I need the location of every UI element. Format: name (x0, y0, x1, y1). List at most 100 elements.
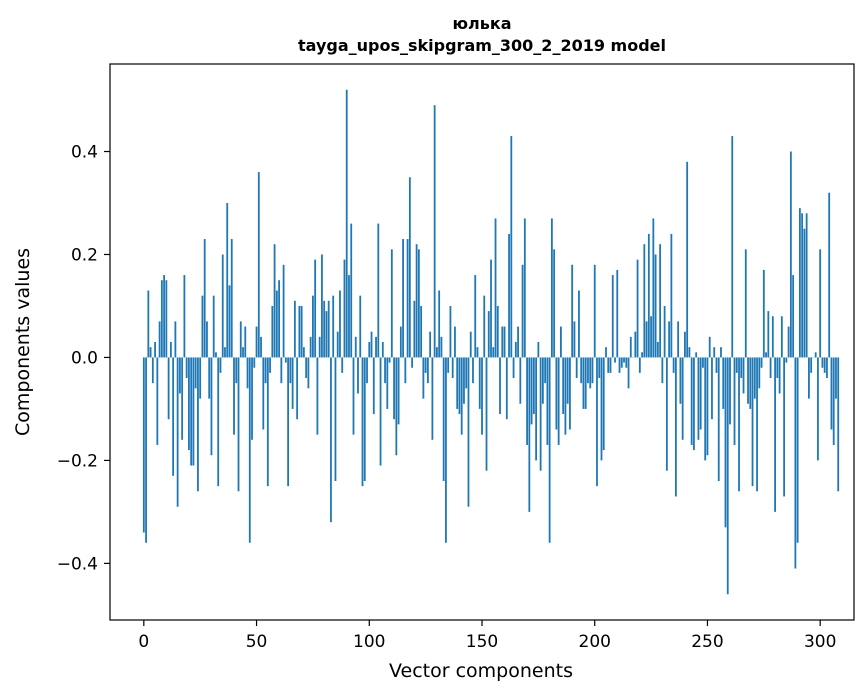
bar (393, 357, 395, 420)
bar (370, 331, 373, 358)
bar (623, 357, 625, 363)
bar (659, 244, 662, 358)
bar (460, 357, 463, 435)
x-tick-label: 100 (353, 632, 385, 652)
bar (192, 357, 195, 466)
bar (359, 295, 362, 358)
bar-series (142, 89, 840, 595)
chart-title-line1: юлька (452, 14, 511, 33)
bar (566, 357, 569, 404)
bar (260, 336, 262, 358)
bar (769, 357, 772, 379)
bar (203, 239, 206, 358)
bar (465, 357, 468, 389)
bar (451, 357, 454, 379)
bar (156, 357, 159, 445)
bar (681, 357, 684, 440)
bar (828, 192, 831, 358)
bar (801, 213, 804, 358)
bar (399, 326, 402, 358)
bar (695, 352, 698, 358)
bar (512, 357, 515, 379)
bar (233, 357, 235, 435)
axis-ticks: 0 50 100 150 200 250 300 −0.4 −0.2 0.0 0.2 0.4 (57, 143, 837, 652)
bar (535, 357, 538, 461)
bar (210, 357, 213, 456)
bar (726, 357, 729, 595)
bar (339, 290, 341, 358)
bar (638, 357, 641, 373)
bar (747, 357, 749, 404)
bar (289, 357, 292, 384)
x-axis-label: Vector components (389, 660, 573, 682)
bar (530, 357, 533, 425)
bar (665, 357, 668, 471)
bar (539, 357, 542, 471)
bar (312, 295, 314, 358)
bar (629, 336, 632, 358)
bar (756, 357, 758, 492)
bar (293, 300, 296, 358)
bar (688, 347, 691, 358)
bar (296, 357, 299, 420)
bar (526, 357, 528, 445)
bar (433, 105, 436, 358)
bar (724, 357, 727, 528)
bar (431, 357, 434, 440)
bar (505, 357, 508, 420)
bar (334, 357, 337, 481)
bar (641, 352, 643, 358)
bar (625, 357, 628, 368)
x-tick-label: 200 (579, 632, 611, 652)
bar (494, 218, 497, 358)
bar (436, 347, 438, 358)
bar (560, 326, 562, 358)
bar (792, 275, 795, 358)
bar (546, 357, 549, 445)
bar (650, 316, 652, 358)
bar (264, 357, 267, 384)
bar (808, 357, 810, 399)
bar (798, 208, 801, 358)
bar (496, 305, 499, 358)
bar (679, 357, 682, 404)
bar (645, 321, 648, 358)
bar (555, 357, 558, 430)
bar (386, 357, 389, 409)
bar (814, 352, 817, 358)
bar (224, 347, 226, 358)
bar (226, 203, 229, 358)
bar (830, 357, 833, 430)
bar (817, 357, 819, 461)
bar (605, 347, 607, 358)
bar (406, 239, 409, 358)
bar (188, 357, 190, 451)
bar (690, 357, 693, 445)
bar (584, 357, 587, 409)
bar (237, 357, 240, 492)
bar (160, 280, 163, 358)
bar (449, 305, 452, 358)
bar (553, 249, 556, 358)
bar (408, 177, 411, 358)
bar (596, 357, 598, 487)
bar (474, 275, 477, 358)
bar (774, 357, 776, 512)
bar (190, 357, 193, 466)
bar (282, 264, 285, 358)
bar (611, 275, 614, 358)
bar (330, 357, 332, 523)
bar (255, 326, 258, 358)
bar (832, 357, 835, 445)
bar (217, 357, 220, 487)
bar (411, 357, 414, 368)
bar (456, 357, 459, 409)
bar (442, 357, 445, 481)
bar (670, 233, 673, 358)
bar (758, 357, 761, 389)
bar (656, 342, 659, 358)
chart-title-line2: tayga_upos_skipgram_300_2_2019 model (298, 36, 666, 55)
bar (573, 321, 576, 358)
bar (578, 290, 580, 358)
bar (654, 254, 657, 358)
